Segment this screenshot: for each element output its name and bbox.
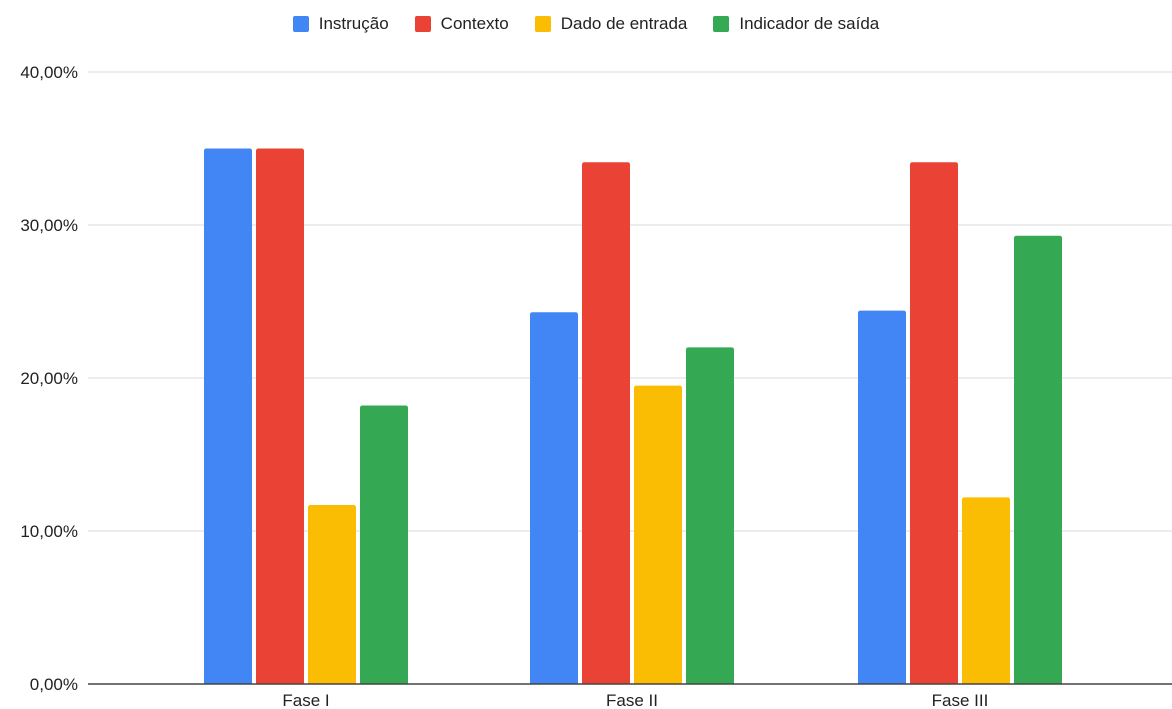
bar [962, 497, 1010, 684]
bar [634, 385, 682, 684]
bar [910, 162, 958, 684]
bar [530, 312, 578, 684]
bar [582, 162, 630, 684]
bar [1014, 235, 1062, 684]
bar [256, 148, 304, 684]
x-tick-label: Fase III [932, 691, 989, 709]
legend-item-contexto: Contexto [414, 14, 509, 34]
bar [360, 405, 408, 684]
legend-swatch-contexto [414, 16, 431, 32]
legend-swatch-dado-de-entrada [534, 16, 551, 32]
legend-label-indicador-de-saida: Indicador de saída [739, 14, 880, 33]
legend-item-dado-de-entrada: Dado de entrada [534, 14, 688, 34]
x-tick-label: Fase II [606, 691, 658, 709]
y-tick-label: 10,00% [20, 522, 78, 541]
legend-item-instrucao: Instrução [292, 14, 389, 34]
legend-label-dado-de-entrada: Dado de entrada [560, 14, 688, 33]
bar [686, 347, 734, 684]
y-tick-label: 20,00% [20, 369, 78, 388]
y-tick-label: 30,00% [20, 216, 78, 235]
legend-swatch-indicador-de-saida [713, 16, 730, 32]
bar [858, 310, 906, 684]
y-tick-label: 0,00% [30, 675, 78, 694]
x-tick-label: Fase I [282, 691, 329, 709]
legend-label-contexto: Contexto [440, 14, 509, 33]
bar [308, 504, 356, 684]
legend-label-instrucao: Instrução [318, 14, 389, 33]
chart-legend: Instrução Contexto Dado de entrada Indic… [0, 14, 1172, 34]
legend-swatch-instrucao [292, 16, 309, 32]
y-tick-label: 40,00% [20, 63, 78, 82]
bar [204, 148, 252, 684]
legend-item-indicador-de-saida: Indicador de saída [713, 14, 879, 34]
